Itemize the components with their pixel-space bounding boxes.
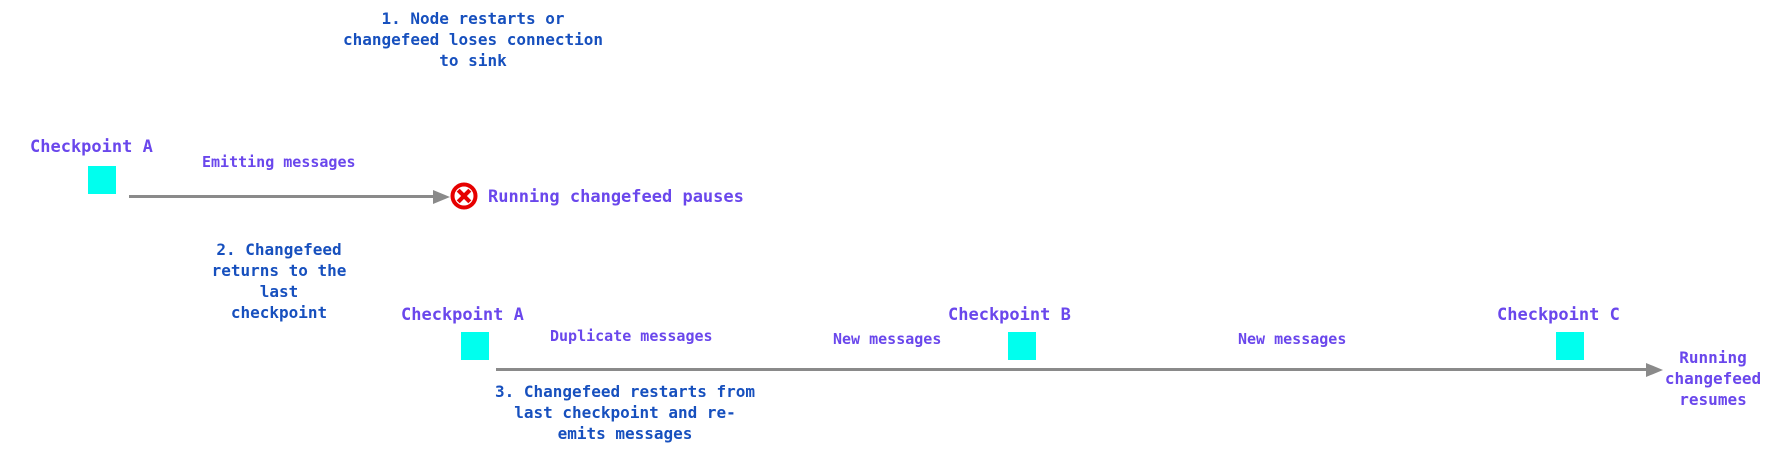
checkpoint-a-label-2: Checkpoint A <box>401 305 524 325</box>
timeline2-line <box>496 368 1646 371</box>
timeline2-arrowhead <box>1646 363 1663 377</box>
checkpoint-a-label-1: Checkpoint A <box>30 137 153 157</box>
checkpoint-a-marker-1 <box>88 166 116 194</box>
duplicate-messages-label: Duplicate messages <box>550 327 713 345</box>
timeline1-line <box>129 195 435 198</box>
circled-x-icon <box>450 182 478 210</box>
running-changefeed-resumes-label: Running changefeed resumes <box>1664 348 1762 409</box>
checkpoint-b-marker <box>1008 332 1036 360</box>
step2-note: 2. Changefeed returns to the last checkp… <box>211 240 347 322</box>
checkpoint-b-label: Checkpoint B <box>948 305 1071 325</box>
timeline1-arrowhead <box>433 190 450 204</box>
new-messages-label-2: New messages <box>1238 330 1347 348</box>
step3-note: 3. Changefeed restarts from last checkpo… <box>494 382 756 443</box>
checkpoint-c-marker <box>1556 332 1584 360</box>
emitting-messages-label: Emitting messages <box>202 153 356 171</box>
new-messages-label-1: New messages <box>833 330 942 348</box>
step1-note: 1. Node restarts or changefeed loses con… <box>342 9 604 70</box>
checkpoint-a-marker-2 <box>461 332 489 360</box>
checkpoint-c-label: Checkpoint C <box>1497 305 1620 325</box>
running-changefeed-pauses-label: Running changefeed pauses <box>488 187 744 207</box>
